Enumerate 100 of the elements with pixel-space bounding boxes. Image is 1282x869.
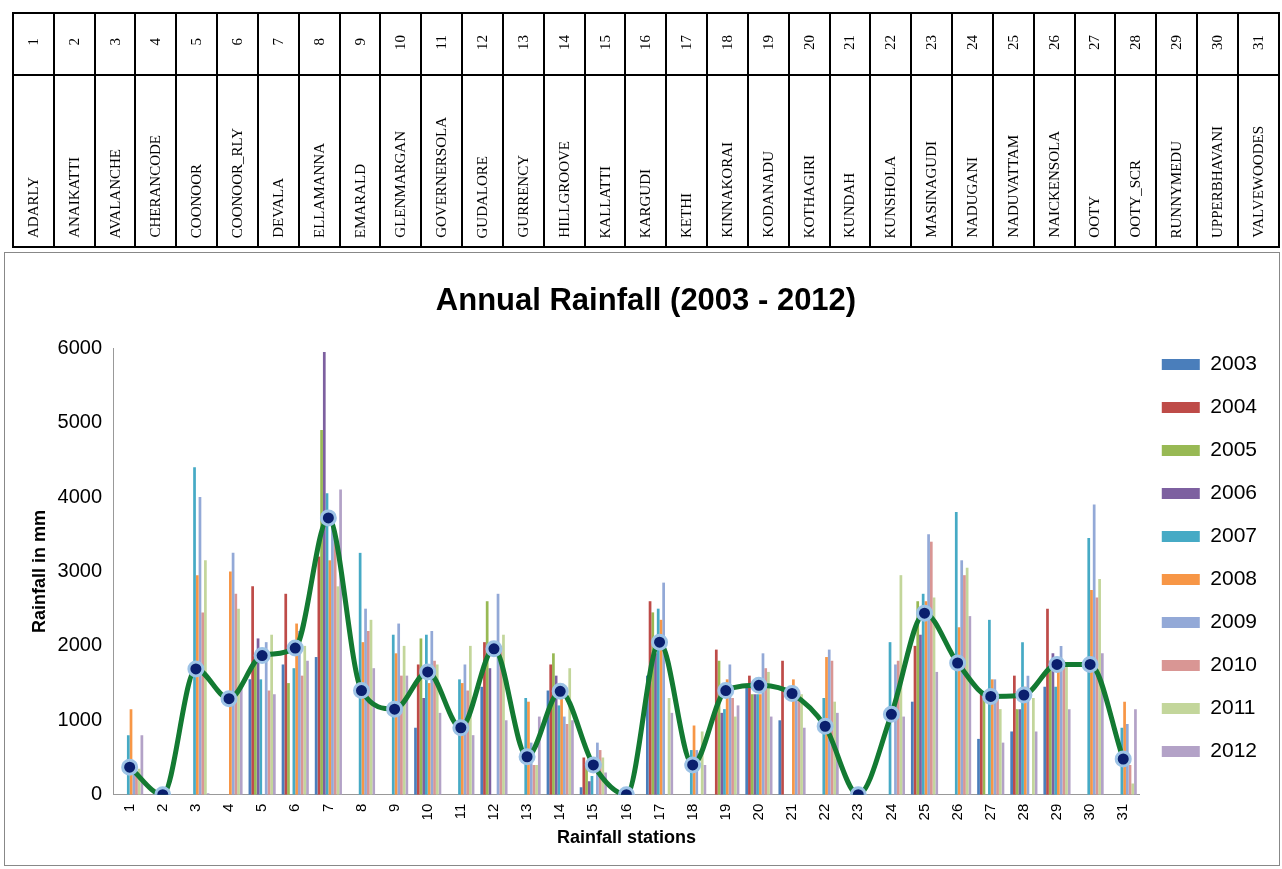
legend-label: 2009 — [1210, 609, 1257, 633]
legend-label: 2006 — [1210, 480, 1257, 504]
x-tick-label: 30 — [1080, 803, 1098, 821]
category-label: 24 — [963, 34, 980, 50]
category-label: 5 — [188, 38, 205, 46]
x-tick-label: 25 — [914, 803, 932, 821]
text: KALLATTI — [596, 164, 614, 240]
text: RUNNYMEDU — [1168, 139, 1186, 240]
category-label: 29 — [1168, 34, 1185, 50]
x-tick-label: 11 — [450, 803, 468, 820]
x-tick-label: 4 — [219, 803, 237, 813]
text: GLENMARGAN — [392, 130, 410, 240]
text: DEVALA — [269, 177, 287, 240]
category-label: 30 — [1208, 34, 1225, 50]
x-tick-label: 10 — [417, 803, 435, 821]
x-tick-label: 23 — [848, 803, 866, 821]
text: HILLGROOVE — [555, 140, 573, 240]
x-tick-label: 26 — [947, 803, 965, 821]
x-tick-label: 19 — [715, 803, 733, 821]
category-label: 8 — [310, 38, 327, 46]
x-tick-label: 5 — [252, 803, 270, 813]
category-label: 23 — [923, 34, 940, 50]
y-axis-title: Rainfall in mm — [28, 509, 49, 633]
x-tick-label: 3 — [186, 803, 204, 813]
text: KUNDAH — [841, 172, 859, 240]
legend-label: 2010 — [1210, 652, 1257, 676]
category-label: 15 — [596, 34, 613, 50]
x-tick-label: 18 — [682, 803, 700, 821]
x-tick-label: 28 — [1014, 803, 1032, 821]
x-tick-label: 13 — [517, 803, 535, 821]
text: CHERANCODE — [147, 134, 165, 240]
x-tick-label: 6 — [285, 803, 303, 813]
category-label: 26 — [1045, 34, 1062, 50]
text: ANAIKATTI — [65, 156, 83, 240]
x-tick-label: 9 — [384, 803, 402, 813]
category-label: 22 — [882, 34, 899, 50]
y-tick-label: 6000 — [57, 335, 103, 358]
legend-label: 2004 — [1210, 394, 1258, 418]
category-label: 11 — [433, 34, 450, 50]
text: OOTY — [1086, 195, 1104, 240]
text: GUDALORE — [474, 154, 491, 240]
category-label: 21 — [841, 34, 858, 50]
category-label: 17 — [678, 34, 695, 50]
x-tick-label: 7 — [318, 803, 336, 813]
category-label: 10 — [392, 34, 409, 50]
legend-label: 2011 — [1210, 695, 1256, 719]
y-tick-label: 1000 — [57, 707, 103, 730]
x-tick-label: 22 — [815, 803, 833, 821]
legend-label: 2005 — [1210, 437, 1257, 461]
text: VALVEWOODES — [1249, 125, 1267, 240]
text: EMARALD — [351, 162, 369, 240]
text: GOVERNERSOLA — [433, 116, 451, 240]
category-label: 12 — [474, 34, 491, 50]
category-label: 13 — [514, 34, 531, 50]
legend-label: 2008 — [1210, 566, 1257, 590]
legend-label: 2012 — [1210, 738, 1257, 762]
category-label: 31 — [1249, 34, 1266, 50]
legend-label: 2007 — [1210, 523, 1257, 547]
x-tick-label: 24 — [881, 803, 899, 821]
text: KUNSHOLA — [882, 154, 900, 240]
text: KINNAKORAI — [718, 141, 736, 240]
category-label: 14 — [555, 34, 572, 50]
text: UPPERBHAVANI — [1208, 125, 1226, 240]
x-tick-label: 15 — [583, 803, 601, 821]
x-tick-label: 12 — [484, 803, 502, 821]
text: KETHI — [678, 192, 696, 240]
text: GURRENCY — [514, 154, 532, 240]
category-label: 4 — [147, 38, 164, 46]
y-tick-label: 2000 — [57, 633, 103, 656]
category-label: 16 — [637, 34, 654, 50]
chart-title: Annual Rainfall (2003 - 2012) — [435, 282, 857, 318]
x-tick-label: 17 — [649, 803, 667, 821]
text: MASINAGUDI — [923, 140, 941, 240]
text: NAICKENSOLA — [1045, 130, 1063, 240]
x-tick-label: 29 — [1047, 803, 1065, 821]
category-label: 7 — [269, 38, 286, 46]
text: KARGUDI — [637, 167, 655, 240]
text: OOTY_SCR — [1127, 159, 1145, 240]
y-tick-label: 0 — [90, 782, 103, 805]
x-tick-label: 16 — [616, 803, 634, 821]
category-label: 19 — [759, 34, 776, 50]
text: ADARLY — [24, 176, 42, 240]
x-tick-label: 14 — [550, 803, 568, 821]
category-label: 6 — [229, 38, 246, 46]
text: COONOOR_RLY — [229, 126, 247, 240]
category-label: 18 — [718, 34, 735, 50]
x-tick-label: 27 — [980, 803, 998, 821]
text: COONOOR — [188, 162, 206, 240]
x-tick-label: 31 — [1113, 803, 1131, 821]
x-tick-label: 1 — [119, 803, 137, 813]
y-tick-label: 4000 — [57, 484, 103, 507]
category-label: 9 — [351, 38, 368, 46]
text: KODANADU — [759, 150, 777, 240]
y-tick-label: 5000 — [57, 410, 103, 433]
category-label: 25 — [1004, 34, 1021, 50]
x-tick-label: 8 — [351, 803, 369, 813]
text: KOTHAGIRI — [800, 153, 818, 240]
x-tick-label: 20 — [749, 803, 767, 821]
text: AVALANCHE — [106, 147, 124, 240]
text: ELLAMANNA — [310, 142, 328, 240]
